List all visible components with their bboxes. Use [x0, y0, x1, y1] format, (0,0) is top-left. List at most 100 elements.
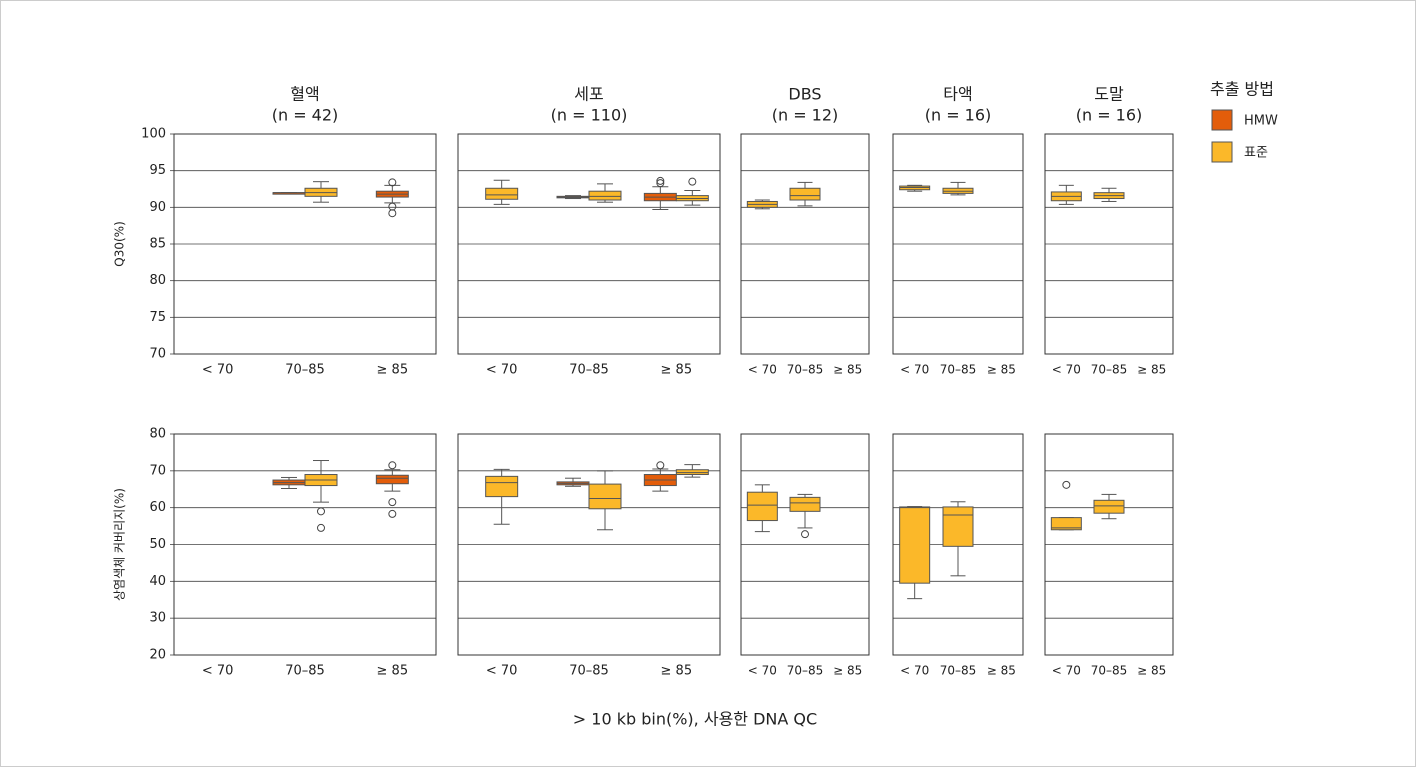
box: [789, 496, 821, 512]
y-tick-label: 30: [149, 611, 166, 626]
y-tick-label: 80: [149, 427, 166, 442]
outlier: [388, 209, 397, 218]
x-tick-label: ≥ 85: [661, 664, 693, 679]
outlier: [688, 177, 697, 186]
x-tick-label: 70–85: [787, 363, 824, 377]
column-subtitle: (n = 12): [772, 106, 839, 125]
y-tick-label: 50: [149, 537, 166, 552]
column-subtitle: (n = 42): [272, 106, 339, 125]
outlier: [388, 498, 397, 507]
x-tick-label: < 70: [1052, 363, 1081, 377]
x-tick-label: 70–85: [569, 664, 609, 679]
outlier: [317, 507, 325, 516]
box: [485, 187, 519, 200]
panel-frame: [740, 133, 870, 355]
box: [1093, 499, 1125, 514]
x-tick-label: 70–85: [285, 363, 325, 378]
legend-label: 표준: [1244, 146, 1268, 161]
box: [942, 506, 974, 547]
y-tick-label: 80: [149, 273, 166, 288]
x-tick-label: < 70: [748, 363, 777, 377]
box: [375, 474, 409, 485]
column-subtitle: (n = 16): [1076, 106, 1143, 125]
x-tick-label: ≥ 85: [661, 363, 693, 378]
panel-frame: [173, 133, 437, 355]
box: [746, 491, 778, 522]
x-tick-label: < 70: [1052, 664, 1081, 678]
x-tick-label: < 70: [202, 664, 234, 679]
panel-frame: [892, 433, 1024, 656]
y-tick-label: 20: [149, 648, 166, 663]
x-tick-label: ≥ 85: [377, 363, 409, 378]
x-tick-label: 70–85: [940, 363, 977, 377]
x-tick-label: 70–85: [940, 664, 977, 678]
column-title: DBS: [788, 85, 821, 104]
x-tick-label: 70–85: [787, 664, 824, 678]
panel-frame: [457, 133, 721, 355]
panel-frame: [457, 433, 721, 656]
box: [899, 506, 931, 584]
y-tick-label: 90: [149, 200, 166, 215]
outlier: [656, 461, 665, 470]
outlier: [1062, 480, 1071, 489]
x-tick-label: ≥ 85: [1137, 363, 1166, 377]
x-tick-label: 70–85: [285, 664, 325, 679]
outlier: [317, 523, 325, 532]
column-title: 혈액: [290, 85, 319, 104]
x-tick-label: ≥ 85: [833, 664, 862, 678]
outlier: [801, 530, 809, 539]
column-title: 도말: [1094, 85, 1124, 104]
x-tick-label: ≥ 85: [833, 363, 862, 377]
outlier: [656, 179, 665, 188]
outlier: [388, 509, 397, 518]
x-tick-label: ≥ 85: [1137, 664, 1166, 678]
x-axis-title: > 10 kb bin(%), 사용한 DNA QC: [573, 710, 817, 729]
x-tick-label: < 70: [202, 363, 234, 378]
outlier: [388, 461, 397, 470]
legend-title: 추출 방법: [1210, 80, 1274, 99]
x-tick-label: 70–85: [1091, 363, 1128, 377]
panel-frame: [173, 433, 437, 656]
x-tick-label: < 70: [900, 363, 929, 377]
y-tick-label: 100: [141, 127, 166, 142]
y-tick-label: 70: [149, 463, 166, 478]
box: [789, 187, 821, 201]
x-tick-label: ≥ 85: [377, 664, 409, 679]
y-tick-label: 75: [149, 310, 166, 325]
outlier: [656, 176, 665, 185]
box: [588, 190, 622, 201]
y-tick-label: 95: [149, 163, 166, 178]
x-tick-label: < 70: [486, 664, 518, 679]
panel-frame: [1044, 433, 1174, 656]
x-tick-label: ≥ 85: [987, 363, 1016, 377]
legend-label: HMW: [1244, 114, 1278, 129]
legend-swatch: [1211, 109, 1233, 131]
box: [588, 483, 622, 510]
column-title: 세포: [574, 85, 603, 104]
column-subtitle: (n = 16): [925, 106, 992, 125]
y-tick-label: 70: [149, 347, 166, 362]
x-tick-label: < 70: [900, 664, 929, 678]
legend-swatch: [1211, 141, 1233, 163]
y-tick-label: 40: [149, 574, 166, 589]
x-tick-label: ≥ 85: [987, 664, 1016, 678]
y-tick-label: 85: [149, 237, 166, 252]
panel-frame: [1044, 133, 1174, 355]
y-tick-label: 60: [149, 500, 166, 515]
box: [485, 475, 519, 498]
x-tick-label: 70–85: [569, 363, 609, 378]
panel-frame: [740, 433, 870, 656]
y-axis-title: Q30(%): [113, 221, 127, 266]
box: [675, 469, 709, 476]
column-title: 타액: [943, 85, 972, 104]
x-tick-label: < 70: [748, 664, 777, 678]
panel-frame: [892, 133, 1024, 355]
column-subtitle: (n = 110): [551, 106, 628, 125]
x-tick-label: < 70: [486, 363, 518, 378]
x-tick-label: 70–85: [1091, 664, 1128, 678]
y-axis-title: 상염색체 커버리지(%): [113, 488, 127, 601]
box: [1050, 517, 1082, 531]
outlier: [388, 178, 397, 187]
